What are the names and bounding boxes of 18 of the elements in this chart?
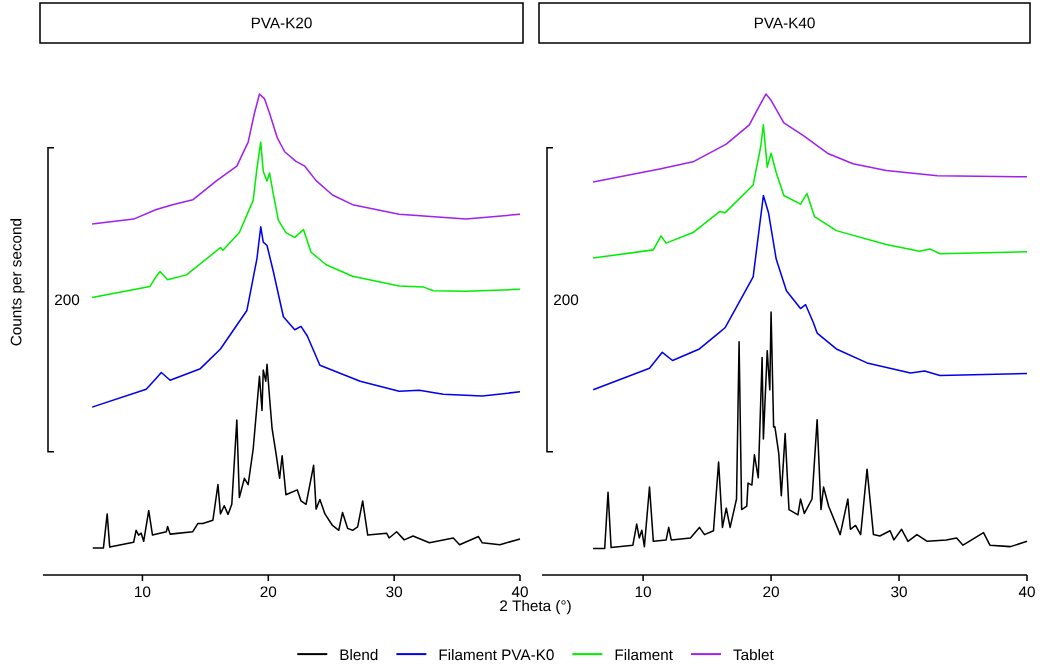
x-tick-label: 40 [1018, 586, 1035, 598]
x-tick-label: 40 [511, 586, 528, 598]
x-tick-label: 20 [260, 586, 277, 598]
chart-title: PVA-K20 [251, 17, 312, 29]
legend-label: Filament PVA-K0 [439, 648, 554, 661]
x-tick-label: 10 [135, 586, 151, 598]
chart-title: PVA-K40 [754, 17, 815, 29]
x-tick-label: 30 [891, 586, 907, 598]
x-tick-label: 30 [386, 586, 403, 598]
x-axis-title: 2 Theta (°) [500, 599, 571, 615]
legend-label: Filament [615, 648, 673, 661]
annotation: 200 [55, 294, 80, 306]
x-tick-label: 20 [763, 586, 779, 598]
legend-label: Tablet [733, 648, 774, 661]
y-axis-title: Counts per second [10, 218, 25, 346]
annotation: 200 [554, 294, 579, 306]
x-tick-label: 10 [635, 586, 651, 598]
legend-label: Blend [340, 648, 378, 661]
